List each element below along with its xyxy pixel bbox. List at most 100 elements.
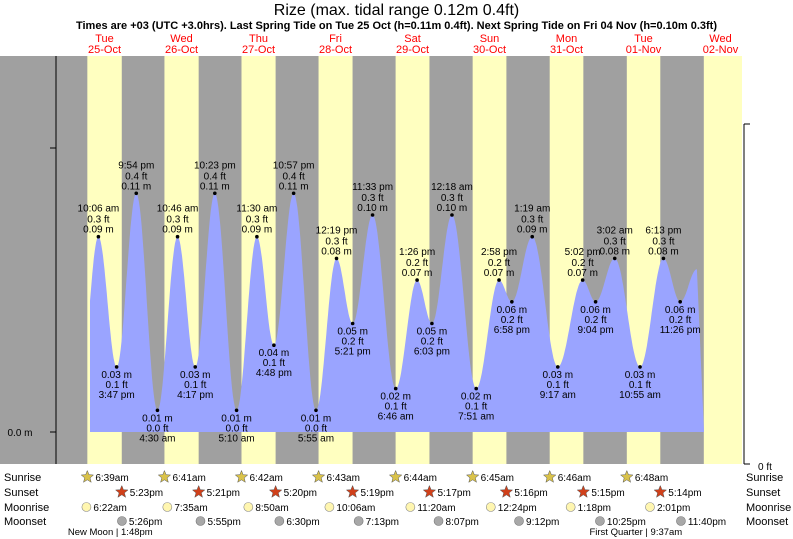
tide-point [255, 234, 259, 239]
moonset-icon [676, 516, 686, 526]
tide-height-m: 0.05 m [417, 327, 448, 338]
sunset-time: 5:15pm [591, 488, 624, 499]
day-name: Wed [170, 33, 192, 45]
tide-point [272, 343, 276, 348]
sunrise-icon [80, 469, 95, 483]
tide-time: 2:58 pm [481, 247, 517, 258]
tide-point [580, 278, 585, 282]
day-date: 31-Oct [550, 44, 583, 56]
moon-phase-separator: | [113, 527, 121, 538]
tide-height-m: 0.03 m [625, 370, 656, 381]
moonrise-icon [243, 502, 254, 512]
sunrise-time: 6:44am [404, 473, 437, 484]
tide-time: 3:02 am [597, 225, 633, 236]
tide-point [114, 365, 119, 369]
moon-phase-label: New Moon | 1:48pm [68, 527, 153, 538]
tide-height-ft: 0.1 ft [547, 380, 569, 391]
sunrise-time: 6:39am [95, 473, 128, 484]
tide-time: 11:26 pm [660, 325, 701, 336]
moonset-icon [117, 516, 127, 526]
tide-labels-layer: 10:06 am0.3 ft0.09 m0.03 m0.1 ft3:47 pm9… [78, 160, 701, 444]
sunset-icon [653, 484, 668, 498]
tide-height-m: 0.03 m [101, 370, 132, 381]
sunrise-icon [157, 469, 172, 483]
tide-time: 5:21 pm [335, 347, 371, 358]
day-name: Fri [329, 33, 342, 45]
moonrise-icon [485, 502, 496, 512]
tide-time: 10:06 am [78, 204, 120, 215]
tide-height-m: 0.06 m [665, 305, 696, 316]
tide-time: 6:13 pm [645, 225, 681, 236]
day-name: Tue [95, 33, 114, 45]
tide-point [350, 321, 355, 326]
sunrise-icon [619, 469, 634, 483]
tide-time: 7:51 am [458, 412, 494, 423]
tide-height-ft: 0.2 ft [501, 315, 523, 326]
sunrise-icon [465, 469, 480, 483]
tide-height-ft: 0.3 ft [441, 193, 463, 204]
sunset-icon [345, 484, 360, 498]
moon-phase-name: First Quarter [589, 527, 642, 538]
tide-height-m: 0.06 m [497, 305, 528, 316]
tide-height-ft: 0.1 ft [184, 380, 206, 391]
tide-point [530, 234, 535, 239]
moon-phase-time: 9:37am [651, 527, 683, 538]
tide-height-ft: 0.3 ft [246, 215, 268, 226]
tide-height-ft: 0.4 ft [204, 171, 226, 182]
moon-phase-label: First Quarter | 9:37am [589, 527, 682, 538]
sunrise-time: 6:48am [635, 473, 668, 484]
tide-point [314, 408, 318, 413]
chart-subtitle: Times are +03 (UTC +3.0hrs). Last Spring… [75, 20, 718, 32]
tide-height-m: 0.08 m [321, 246, 352, 257]
tide-time: 9:17 am [540, 390, 576, 401]
tide-point [678, 300, 682, 304]
tide-time: 10:23 pm [194, 160, 236, 171]
row-label-left: Sunrise [4, 472, 41, 484]
moonrise-icon [162, 502, 173, 512]
tide-point [474, 386, 478, 391]
tide-time: 12:18 am [431, 182, 473, 193]
tide-height-m: 0.07 m [402, 268, 433, 279]
tide-point [193, 365, 198, 369]
sunset-icon [422, 484, 437, 498]
tide-height-m: 0.04 m [259, 348, 290, 359]
chart-title: Rize (max. tidal range 0.12m 0.4ft) [273, 2, 520, 19]
moonrise-time: 10:06am [336, 503, 375, 514]
moonrise-time: 8:50am [255, 503, 288, 514]
tide-time: 5:10 am [219, 433, 255, 444]
moonrise-time: 2:01pm [657, 503, 690, 514]
tide-time: 5:02 pm [565, 247, 601, 258]
moonset-time: 11:40pm [688, 517, 726, 528]
moonset-time: 5:26pm [129, 517, 162, 528]
sunrise-time: 6:42am [249, 473, 282, 484]
sunset-time: 5:20pm [284, 488, 317, 499]
row-label-left: Moonset [4, 516, 46, 528]
tide-height-m: 0.11 m [121, 181, 151, 192]
tide-height-m: 0.11 m [279, 181, 309, 192]
tide-point [370, 213, 375, 217]
tide-height-ft: 0.3 ft [652, 236, 674, 247]
tide-point [638, 365, 642, 369]
tide-point [393, 386, 398, 391]
tide-height-ft: 0.3 ft [604, 236, 626, 247]
tide-height-ft: 0.1 ft [106, 380, 128, 391]
row-label-left: Sunset [4, 487, 38, 499]
tide-time: 6:03 pm [414, 347, 450, 358]
moonset-icon [433, 516, 444, 526]
tide-point [134, 191, 139, 196]
row-label-left: Moonrise [4, 502, 49, 514]
sunrise-icon [542, 469, 557, 483]
tide-height-ft: 0.3 ft [325, 236, 347, 247]
left-axis-label: 0.0 m [7, 428, 32, 439]
tide-time: 10:46 am [157, 204, 199, 215]
tide-point [593, 300, 598, 304]
tide-point [450, 213, 454, 217]
tide-point [291, 191, 296, 196]
day-name: Sat [404, 33, 421, 45]
day-date: 25-Oct [88, 44, 121, 56]
tide-area [90, 193, 704, 432]
tide-height-m: 0.05 m [337, 327, 368, 338]
tide-height-ft: 0.4 ft [125, 171, 147, 182]
tide-point [415, 278, 419, 282]
moonrise-time: 1:18pm [578, 503, 611, 514]
